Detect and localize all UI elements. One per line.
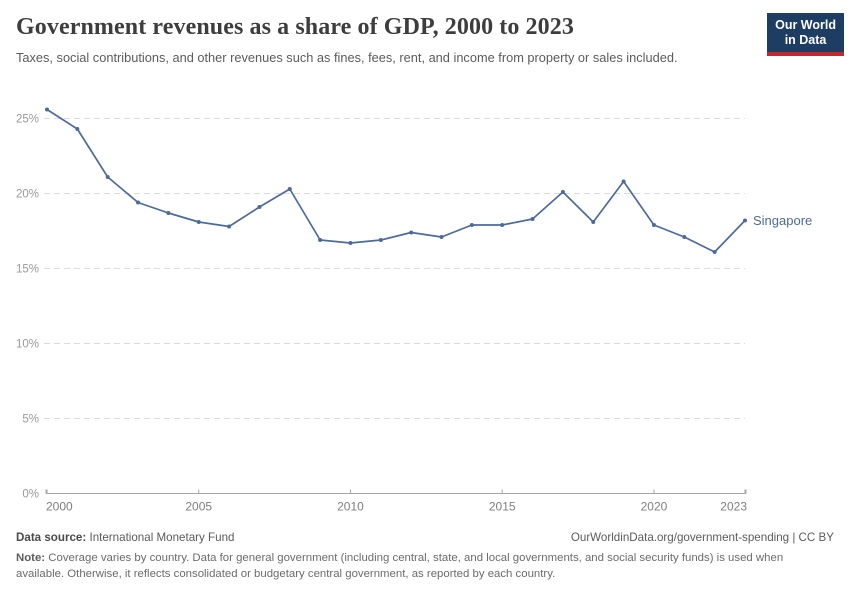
data-point[interactable]: [743, 218, 747, 223]
data-point[interactable]: [500, 223, 505, 227]
x-tick-label: 2020: [641, 500, 668, 514]
data-source-label: Data source:: [16, 531, 87, 544]
note-text: Coverage varies by country. Data for gen…: [16, 552, 784, 580]
page-title: Government revenues as a share of GDP, 2…: [16, 14, 574, 40]
data-point[interactable]: [45, 107, 49, 112]
data-point[interactable]: [257, 205, 262, 209]
data-point[interactable]: [469, 223, 474, 227]
data-point[interactable]: [712, 250, 717, 254]
data-point[interactable]: [651, 223, 656, 227]
chart-note: Note: Coverage varies by country. Data f…: [16, 551, 796, 583]
line-chart-svg: 0% 5% 10% 15% 20% 25% 2000 2005 2010 2015 2020 2023…: [16, 107, 812, 514]
x-tick-label: 2015: [489, 500, 516, 514]
data-point[interactable]: [75, 127, 80, 131]
data-point[interactable]: [318, 238, 323, 242]
x-tick-label: 2005: [185, 500, 212, 514]
data-source-value: International Monetary Fund: [89, 531, 235, 544]
y-tick-label: 10%: [16, 339, 39, 351]
data-point[interactable]: [682, 235, 687, 239]
owid-logo-line2: in Data: [784, 33, 827, 47]
note-label: Note:: [16, 552, 46, 564]
data-point[interactable]: [166, 211, 171, 215]
data-point[interactable]: [196, 220, 201, 224]
data-point[interactable]: [287, 187, 292, 191]
data-point[interactable]: [136, 200, 141, 205]
data-point[interactable]: [409, 230, 414, 235]
y-tick-label: 15%: [16, 264, 39, 276]
series-line-singapore[interactable]: [46, 108, 746, 253]
data-point[interactable]: [227, 224, 232, 229]
data-point[interactable]: [530, 217, 535, 221]
chart-footer: Data source: International Monetary Fund…: [16, 531, 834, 583]
data-point[interactable]: [560, 190, 565, 194]
data-point[interactable]: [378, 238, 383, 242]
attribution-link[interactable]: OurWorldinData.org/government-spending |…: [570, 531, 834, 544]
chart-header: Government revenues as a share of GDP, 2…: [0, 0, 850, 67]
data-source: Data source: International Monetary Fund: [16, 531, 234, 544]
y-tick-label: 25%: [16, 114, 39, 126]
data-point[interactable]: [105, 175, 110, 179]
data-point[interactable]: [439, 235, 444, 239]
y-tick-label: 0%: [22, 489, 39, 501]
series-label[interactable]: Singapore: [753, 213, 812, 228]
data-point[interactable]: [621, 179, 626, 184]
y-tick-label: 20%: [16, 189, 39, 201]
owid-logo[interactable]: Our World in Data: [767, 13, 844, 56]
data-point[interactable]: [348, 241, 353, 245]
source-row: Data source: International Monetary Fund…: [16, 531, 834, 544]
x-tick-label: 2000: [46, 500, 73, 514]
x-tick-label: 2023: [720, 500, 747, 514]
data-point[interactable]: [591, 220, 596, 224]
x-tick-label: 2010: [337, 500, 364, 514]
chart-subtitle: Taxes, social contributions, and other r…: [16, 49, 678, 65]
y-tick-label: 5%: [22, 414, 39, 426]
owid-logo-line1: Our World: [775, 18, 836, 32]
